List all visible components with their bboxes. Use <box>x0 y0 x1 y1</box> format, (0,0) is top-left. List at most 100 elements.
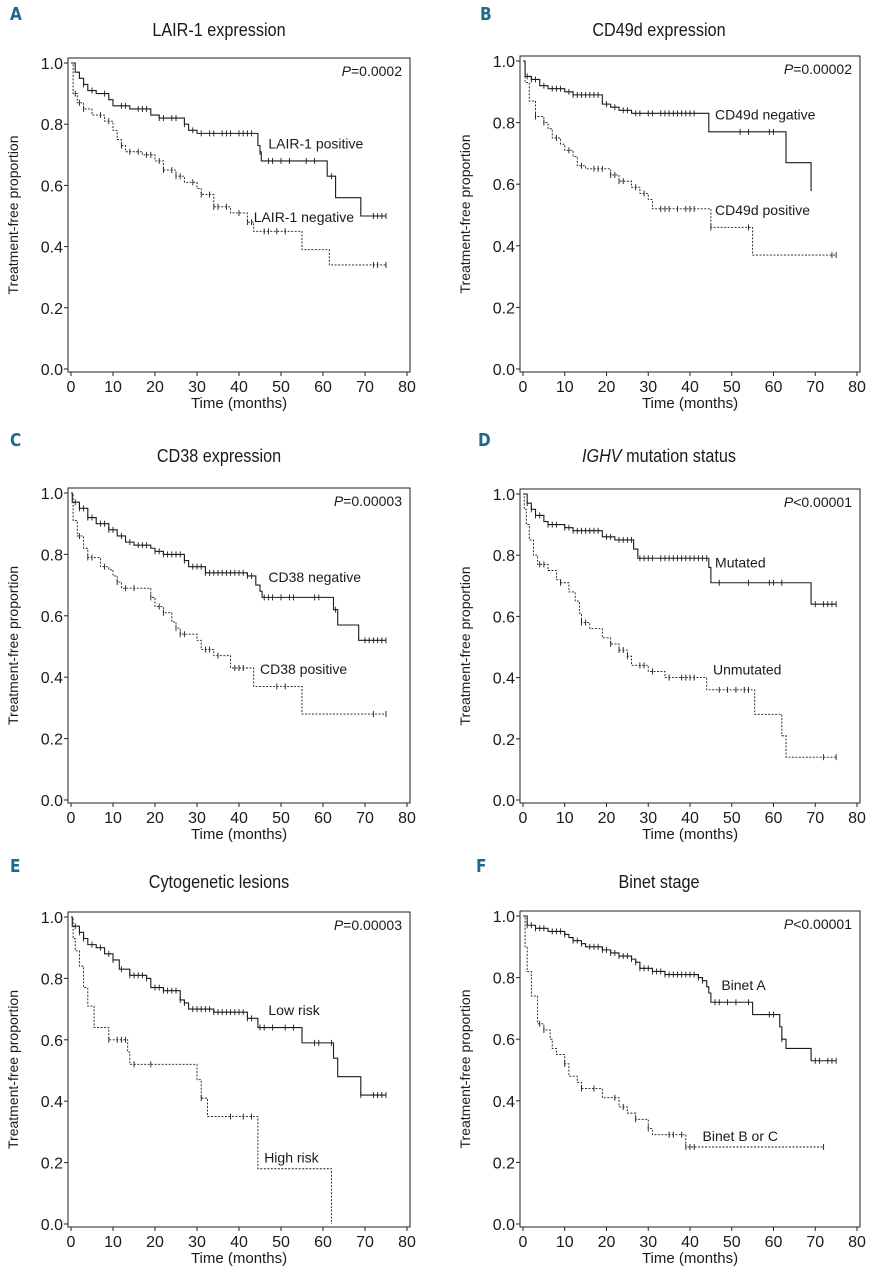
series-label: Binet B or C <box>703 1128 778 1144</box>
y-axis-label: Treatment-free proportion <box>5 990 21 1149</box>
km-series-dashed: Binet B or C <box>523 915 825 1150</box>
plot-frame <box>67 487 411 804</box>
y-tick-label: 0.0 <box>493 1217 515 1234</box>
x-tick-label: 70 <box>806 810 824 827</box>
x-tick-label: 20 <box>146 810 164 827</box>
series-label: Binet A <box>721 977 766 993</box>
series-label: Low risk <box>268 1002 320 1018</box>
km-series-solid: Mutated <box>523 493 837 608</box>
panel-a: A LAIR-1 expression 0.0 0.2 0.4 0.6 0.8 1.0 0 1… <box>0 0 438 426</box>
km-series-dashed: Unmutated <box>523 493 837 761</box>
y-tick-label: 0.6 <box>41 1033 63 1050</box>
panel-title-text: CD38 expression <box>156 446 282 466</box>
km-curve <box>523 493 837 605</box>
p-value-annotation: P=0.00003 <box>334 493 402 509</box>
y-tick-label: 1.0 <box>493 487 515 504</box>
p-value-annotation: P=0.00003 <box>334 917 402 933</box>
km-curve <box>71 492 386 715</box>
x-tick-label: 80 <box>398 379 416 396</box>
panel-title: IGHV mutation status <box>462 446 856 467</box>
x-tick-label: 40 <box>681 810 699 827</box>
x-axis-label: Time (months) <box>642 395 738 412</box>
panel-b: B CD49d expression 0.0 0.2 0.4 0.6 0.8 1.0 0 10… <box>440 0 877 426</box>
km-plot: 0.0 0.2 0.4 0.6 0.8 1.0 0 10 20 30 40 50 60 70 80 Time … <box>457 909 866 1267</box>
y-tick-label: 0.2 <box>41 732 63 749</box>
km-plot: 0.0 0.2 0.4 0.6 0.8 1.0 0 10 20 30 40 50 60 70 80 Time … <box>457 54 866 412</box>
panel-d: D IGHV mutation status 0.0 0.2 0.4 0.6 0.8 1.… <box>440 426 877 852</box>
y-tick-label: 0.0 <box>493 362 515 379</box>
x-tick-label: 0 <box>519 1234 528 1251</box>
y-axis-label: Treatment-free proportion <box>5 136 21 295</box>
x-tick-label: 20 <box>598 379 616 396</box>
km-plot: 0.0 0.2 0.4 0.6 0.8 1.0 0 10 20 30 40 50 60 70 80 Time … <box>5 486 416 843</box>
panel-title-italic: IGHV <box>582 446 622 466</box>
x-tick-label: 80 <box>848 379 866 396</box>
series-label: Mutated <box>715 554 766 570</box>
x-tick-label: 80 <box>848 810 866 827</box>
x-tick-label: 30 <box>639 379 657 396</box>
series-label: CD49d negative <box>715 107 816 123</box>
y-tick-label: 0.4 <box>41 240 63 257</box>
y-axis-label: Treatment-free proportion <box>457 567 473 726</box>
x-tick-label: 50 <box>723 810 741 827</box>
km-series-solid: Binet A <box>523 915 837 1064</box>
km-curve <box>71 492 386 641</box>
plot-frame <box>519 910 861 1228</box>
x-tick-label: 70 <box>356 1234 374 1251</box>
x-tick-label: 60 <box>765 810 783 827</box>
y-tick-label: 0.4 <box>41 1094 63 1111</box>
series-label: CD38 positive <box>260 661 347 677</box>
panel-letter: B <box>480 4 492 25</box>
panel-c: C CD38 expression 0.0 0.2 0.4 0.6 0.8 1.0 0 10 2… <box>0 426 438 852</box>
panel-e: E Cytogenetic lesions 0.0 0.2 0.4 0.6 0.8 1.0… <box>0 852 438 1278</box>
km-curve <box>523 915 837 1062</box>
plot-frame <box>519 488 861 804</box>
panel-letter: C <box>10 430 22 451</box>
x-tick-label: 20 <box>146 379 164 396</box>
x-tick-label: 70 <box>356 379 374 396</box>
y-tick-label: 0.2 <box>41 1156 63 1173</box>
x-tick-label: 40 <box>230 810 248 827</box>
series-label: LAIR-1 negative <box>254 209 355 225</box>
panel-title-text: Cytogenetic lesions <box>148 872 290 892</box>
x-tick-label: 80 <box>398 810 416 827</box>
x-tick-label: 60 <box>314 379 332 396</box>
x-tick-label: 0 <box>67 1234 76 1251</box>
x-tick-label: 40 <box>230 1234 248 1251</box>
y-tick-label: 0.6 <box>41 609 63 626</box>
y-axis-label: Treatment-free proportion <box>457 135 473 294</box>
km-series-dashed: High risk <box>71 916 332 1224</box>
y-tick-label: 1.0 <box>493 909 515 926</box>
y-tick-label: 0.6 <box>493 609 515 626</box>
x-tick-label: 10 <box>556 810 574 827</box>
x-tick-label: 60 <box>765 379 783 396</box>
km-series-dashed: CD49d positive <box>523 60 837 259</box>
km-plot: 0.0 0.2 0.4 0.6 0.8 1.0 0 10 20 30 40 50 60 70 80 Time … <box>5 910 416 1267</box>
series-label: Unmutated <box>713 662 781 678</box>
panel-title-text: Binet stage <box>618 872 700 892</box>
x-tick-label: 10 <box>104 379 122 396</box>
y-tick-label: 0.4 <box>493 671 515 688</box>
x-tick-label: 40 <box>681 379 699 396</box>
x-tick-label: 60 <box>314 1234 332 1251</box>
y-tick-label: 0.8 <box>41 547 63 564</box>
y-tick-label: 0.8 <box>493 971 515 988</box>
y-tick-label: 0.8 <box>41 117 63 134</box>
p-value-annotation: P=0.00002 <box>784 61 852 77</box>
y-tick-label: 0.8 <box>41 971 63 988</box>
km-curve <box>71 62 386 266</box>
x-tick-label: 0 <box>67 379 76 396</box>
x-tick-label: 30 <box>188 810 206 827</box>
panel-letter: A <box>10 4 22 25</box>
y-tick-label: 0.4 <box>493 239 515 256</box>
y-tick-label: 0.0 <box>41 362 63 379</box>
km-series-solid: LAIR-1 positive <box>71 62 387 219</box>
km-series-dashed: CD38 positive <box>71 492 387 718</box>
x-tick-label: 0 <box>67 810 76 827</box>
x-tick-label: 30 <box>639 810 657 827</box>
p-value-annotation: P<0.00001 <box>784 916 852 932</box>
series-label: High risk <box>264 1150 319 1166</box>
km-series-dashed: LAIR-1 negative <box>71 62 387 268</box>
km-curve <box>71 916 332 1224</box>
x-axis-label: Time (months) <box>191 826 287 843</box>
